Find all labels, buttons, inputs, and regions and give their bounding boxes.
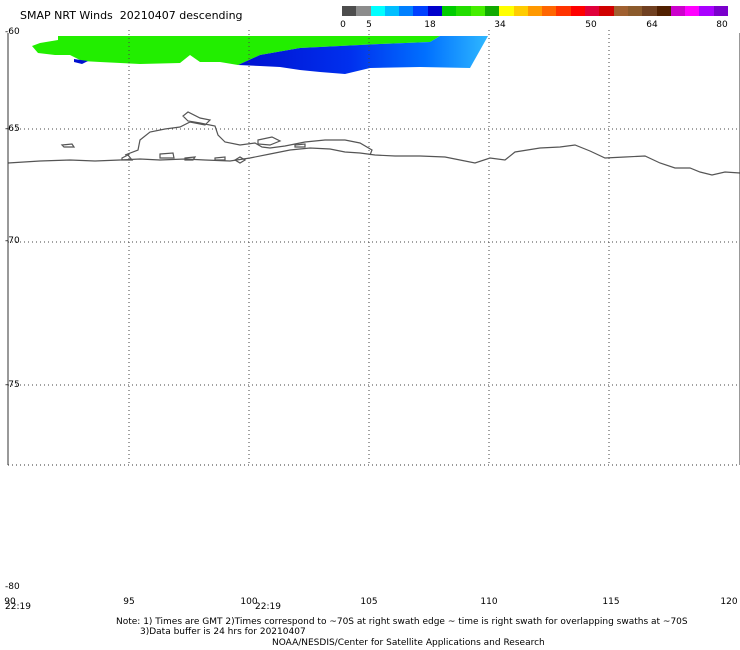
swath-time-label: 22:19 [5,602,31,612]
lon-label: 105 [360,597,378,607]
wind-swath [32,36,488,74]
antarctic-coastline [7,111,740,176]
scale-swatch [427,6,443,16]
scale-swatch [484,6,500,16]
scale-swatch [513,6,528,16]
scale-label: 5 [366,20,372,30]
scale-label: 18 [424,20,436,30]
scale-swatch [556,6,571,16]
scale-swatch [670,6,686,16]
scale-swatch [656,6,671,16]
scale-swatch [599,6,614,16]
scale-swatch [499,6,514,16]
lat-label: -75 [5,380,20,390]
scale-swatch [399,6,414,16]
scale-swatch [527,6,543,16]
scale-label: 64 [646,20,658,30]
scale-swatch [642,6,657,16]
lon-label: 120 [720,597,738,607]
scale-swatch [627,6,643,16]
lat-label: -60 [5,27,20,37]
swath-time-label: 22:19 [255,602,281,612]
lon-label: 110 [480,597,498,607]
lon-label: 115 [602,597,620,607]
lat-label: -65 [5,124,20,134]
scale-swatch [384,6,400,16]
scale-swatch [370,6,385,16]
map-grid [8,30,740,465]
swath-green [32,36,440,65]
map-frame [7,33,740,466]
lat-label: -70 [5,236,20,246]
credit-line: NOAA/NESDIS/Center for Satellite Applica… [272,638,545,648]
lat-label: -80 [5,582,20,592]
scale-swatch [342,6,357,16]
lon-label: 100 [240,597,258,607]
scale-swatch [699,6,714,16]
scale-swatch [685,6,700,16]
scale-swatch [413,6,428,16]
scale-label: 80 [716,20,728,30]
scale-label: 34 [494,20,506,30]
scale-swatch [570,6,586,16]
scale-label: 0 [340,20,346,30]
scale-swatch [585,6,600,16]
lon-label: 95 [123,597,135,607]
scale-swatch [456,6,471,16]
scale-label: 50 [585,20,597,30]
scale-swatch [613,6,628,16]
scale-swatch [442,6,457,16]
note-line-1: Note: 1) Times are GMT 2)Times correspon… [116,617,688,627]
scale-swatch [542,6,557,16]
scale-swatch [713,6,729,16]
swath-blue [238,36,488,74]
lon-label: 90 [4,597,16,607]
scale-swatch [356,6,371,16]
map-title: SMAP NRT Winds 20210407 descending [20,9,243,22]
note-line-2: 3)Data buffer is 24 hrs for 20210407 [140,627,306,637]
swath-blue-edge [74,59,88,64]
scale-swatch [470,6,485,16]
wind-speed-color-scale [342,6,729,16]
